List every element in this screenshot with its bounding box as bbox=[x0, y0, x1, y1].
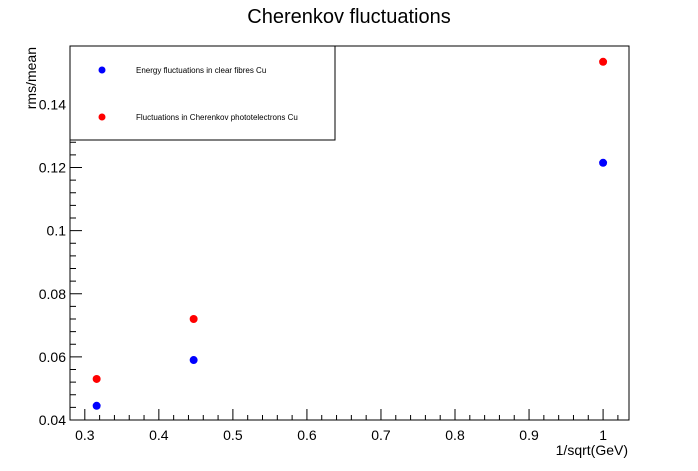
legend-label-energy: Energy fluctuations in clear fibres Cu bbox=[136, 66, 266, 75]
x-axis-label: 1/sqrt(GeV) bbox=[556, 442, 628, 458]
legend-label-cherenkov: Fluctuations in Cherenkov phototelectron… bbox=[136, 113, 298, 122]
energy-fluctuation-point bbox=[189, 356, 198, 365]
cherenkov-fluctuation-point bbox=[189, 315, 198, 324]
x-tick-label: 0.7 bbox=[371, 427, 391, 443]
y-tick-label: 0.1 bbox=[47, 223, 67, 239]
x-tick-label: 0.6 bbox=[297, 427, 317, 443]
chart-title: Cherenkov fluctuations bbox=[247, 6, 450, 28]
cherenkov-fluctuation-point bbox=[599, 57, 608, 66]
x-axis: 0.3 0.4 0.5 0.6 0.7 0.8 0.9 1 bbox=[69, 409, 619, 443]
x-tick-label: 0.9 bbox=[519, 427, 539, 443]
y-tick-label: 0.08 bbox=[39, 286, 66, 302]
plot-frame bbox=[69, 45, 630, 421]
y-axis: 0.04 0.06 0.08 0.1 0.12 0.14 bbox=[39, 53, 82, 428]
x-tick-label: 0.4 bbox=[149, 427, 169, 443]
energy-fluctuation-point bbox=[599, 158, 608, 167]
x-tick-label: 0.3 bbox=[75, 427, 95, 443]
legend-marker-energy bbox=[98, 66, 106, 74]
y-tick-label: 0.04 bbox=[39, 412, 66, 428]
legend-marker-cherenkov bbox=[98, 113, 106, 121]
data-points bbox=[92, 57, 608, 410]
y-tick-label: 0.12 bbox=[39, 160, 66, 176]
cherenkov-fluctuation-point bbox=[92, 374, 101, 383]
legend-box bbox=[69, 45, 336, 141]
energy-fluctuation-point bbox=[92, 401, 101, 410]
x-tick-label: 0.5 bbox=[223, 427, 243, 443]
y-tick-label: 0.14 bbox=[39, 96, 66, 112]
y-tick-label: 0.06 bbox=[39, 349, 66, 365]
x-tick-label: 1 bbox=[599, 427, 607, 443]
x-tick-label: 0.8 bbox=[445, 427, 465, 443]
legend: Energy fluctuations in clear fibres Cu F… bbox=[69, 45, 336, 141]
y-axis-label: rms/mean bbox=[23, 47, 39, 109]
